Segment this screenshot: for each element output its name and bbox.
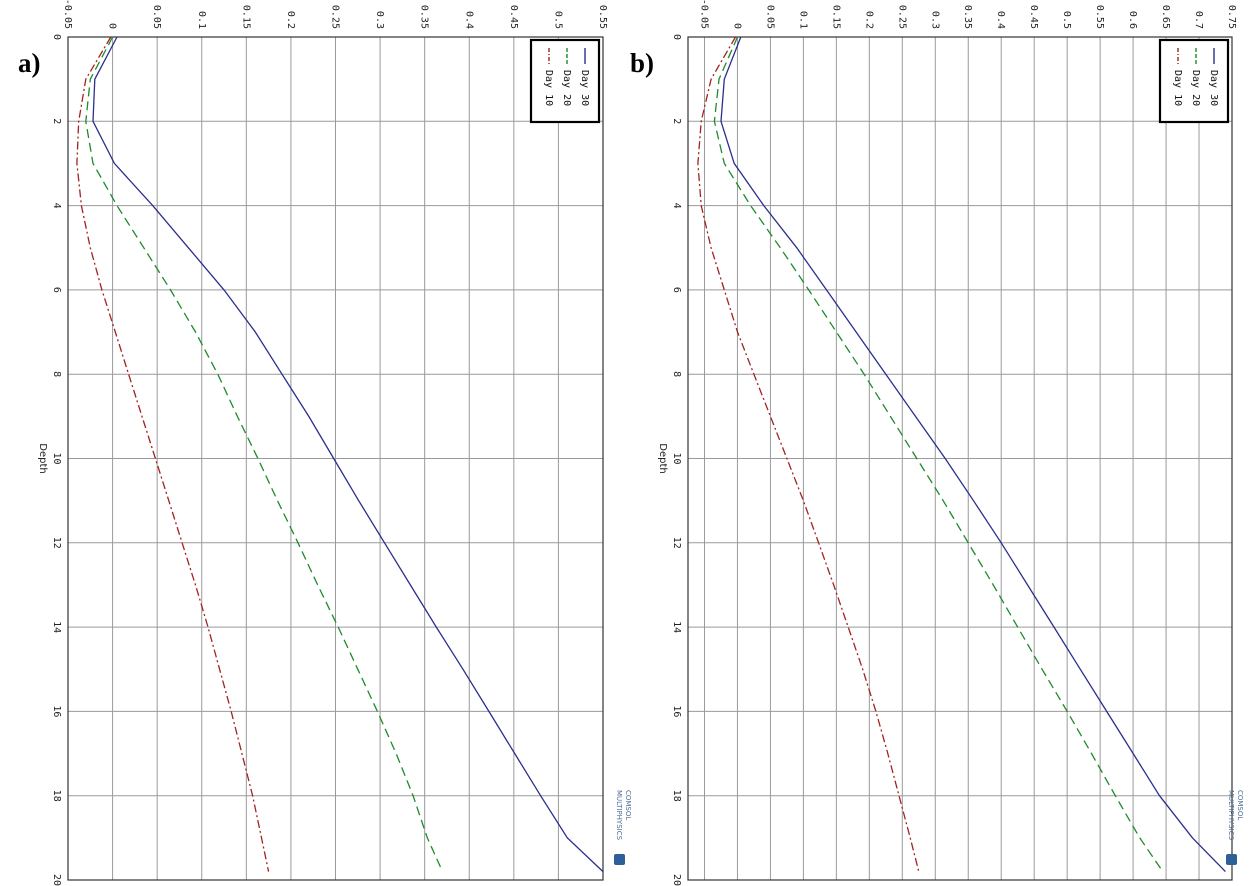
depth-tick-label: 0: [51, 34, 62, 40]
series-line-day-30: [720, 36, 1226, 873]
value-tick-label: 0.45: [508, 5, 519, 29]
logo-wordmark: COMSOL: [1236, 790, 1244, 820]
value-tick-label: 0.45: [1028, 5, 1039, 29]
value-tick-label: 0.5: [552, 11, 563, 29]
depth-tick-label: 0: [671, 34, 682, 40]
legend-entry: Day 10: [543, 70, 554, 106]
logo-wordmark: MULTIPHYSICS: [615, 790, 623, 841]
depth-tick-label: 10: [51, 452, 62, 464]
value-tick-label: 0.75: [1226, 5, 1237, 29]
plot-frame: [687, 36, 1233, 881]
legend-entry: Day 30: [1208, 70, 1219, 106]
depth-tick-label: 16: [671, 705, 682, 717]
legend-entry: Day 30: [579, 70, 590, 106]
legend-entry: Day 20: [561, 70, 572, 106]
series-line-day-10: [697, 36, 920, 872]
depth-tick-label: 8: [671, 371, 682, 377]
chart-panel-a: a)-0.05 0 0.05 0.1 0.15 0.2 0.25 0.3 0.35 0.4 0.45…: [18, 0, 632, 886]
value-tick-label: 0.1: [797, 11, 808, 29]
panel-label: b): [630, 48, 654, 78]
depth-tick-label: 14: [51, 621, 62, 633]
depth-tick-label: 18: [671, 790, 682, 802]
value-tick-label: 0.1: [196, 11, 207, 29]
legend-box: [1158, 38, 1230, 124]
value-tick-label: 0.4: [463, 11, 474, 29]
depth-tick-label: 6: [51, 287, 62, 293]
value-tick-label: 0.25: [330, 5, 341, 29]
chart-panel-b: b) -0.05 0 0.05 0.1 0.15 0.2 0.25 0.3 0.35 0.4 0.45…: [630, 0, 1244, 886]
value-tick-label: 0.35: [419, 5, 430, 29]
value-tick-label: 0: [107, 23, 118, 29]
value-tick-label: 0.35: [962, 5, 973, 29]
value-tick-label: 0.55: [597, 5, 608, 29]
depth-tick-label: 12: [51, 537, 62, 549]
legend: Day 30 Day 20 Day 10: [529, 38, 601, 124]
value-tick-label: 0: [731, 23, 742, 29]
value-tick-label: 0.3: [374, 11, 385, 29]
value-tick-label: 0.15: [830, 5, 841, 29]
value-tick-label: 0.2: [285, 11, 296, 29]
legend-entry: Day 10: [1172, 70, 1183, 106]
value-tick-label: -0.05: [62, 0, 73, 29]
depth-tick-label: 4: [671, 203, 682, 209]
depth-tick-label: 16: [51, 705, 62, 717]
depth-tick-label: 6: [671, 287, 682, 293]
value-tick-label: 0.2: [863, 11, 874, 29]
depth-tick-label: 14: [671, 621, 682, 633]
legend: Day 30 Day 20 Day 10: [1158, 38, 1230, 124]
legend-box: [529, 38, 601, 124]
series-line-day-20: [713, 36, 1164, 872]
panel-label: a): [18, 48, 41, 78]
series-line-day-30: [92, 36, 604, 873]
depth-tick-label: 10: [671, 452, 682, 464]
series-line-day-10: [76, 36, 270, 872]
depth-tick-label: 4: [51, 203, 62, 209]
depth-axis-title: Depth: [657, 443, 668, 473]
depth-tick-label: 8: [51, 371, 62, 377]
value-tick-label: 0.25: [896, 5, 907, 29]
logo-cube-icon: [1226, 854, 1237, 865]
value-tick-label: 0.7: [1193, 11, 1204, 29]
logo-wordmark: MULTIPHYSICS: [1227, 790, 1235, 841]
depth-tick-label: 2: [671, 118, 682, 124]
value-tick-label: -0.05: [698, 0, 709, 29]
plot-frame: [67, 36, 604, 881]
value-tick-label: 0.4: [995, 11, 1006, 29]
logo-cube-icon: [614, 854, 625, 865]
value-tick-label: 0.05: [151, 5, 162, 29]
depth-tick-label: 18: [51, 790, 62, 802]
depth-tick-label: 20: [51, 874, 62, 886]
legend-entry: Day 20: [1190, 70, 1201, 106]
depth-tick-label: 20: [671, 874, 682, 886]
depth-axis-title: Depth: [37, 443, 48, 473]
value-tick-label: 0.55: [1094, 5, 1105, 29]
depth-tick-label: 2: [51, 118, 62, 124]
value-tick-label: 0.05: [764, 5, 775, 29]
depth-tick-label: 12: [671, 537, 682, 549]
value-tick-label: 0.15: [240, 5, 251, 29]
logo-wordmark: COMSOL: [624, 790, 632, 820]
series-line-day-20: [85, 36, 444, 872]
value-tick-label: 0.5: [1061, 11, 1072, 29]
value-tick-label: 0.65: [1160, 5, 1171, 29]
value-tick-label: 0.6: [1127, 11, 1138, 29]
value-tick-label: 0.3: [929, 11, 940, 29]
